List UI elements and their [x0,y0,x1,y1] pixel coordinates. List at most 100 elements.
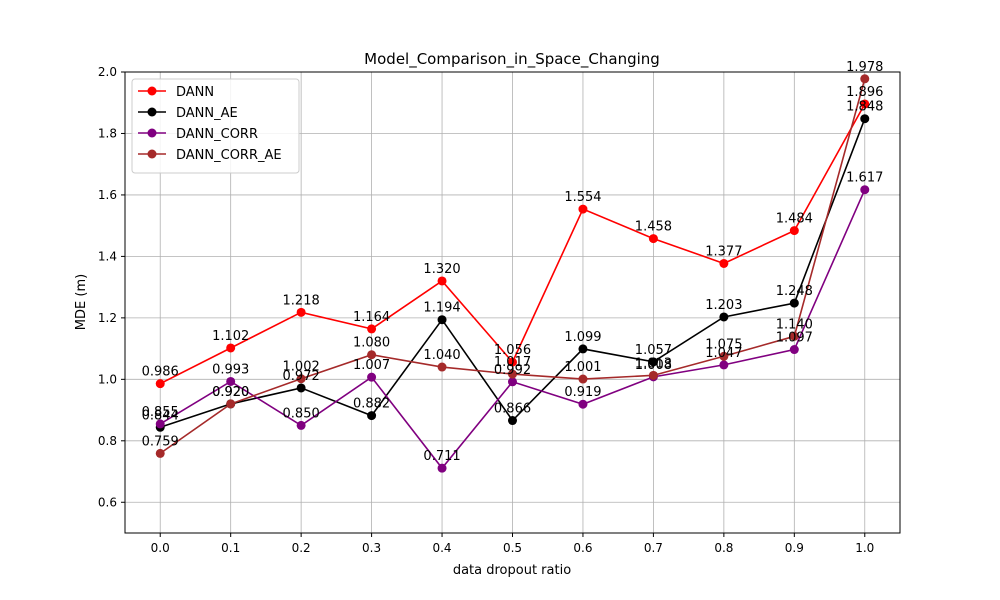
y-tick-label: 0.8 [98,434,117,448]
y-tick-label: 1.8 [98,126,117,140]
data-point [578,344,588,354]
data-label: 0.920 [212,385,249,400]
y-tick-label: 1.2 [98,311,117,325]
legend-label: DANN [176,85,214,100]
data-point [578,374,588,384]
x-tick-label: 0.0 [151,541,170,555]
data-label: 1.013 [635,356,672,371]
data-point [437,362,447,372]
data-label: 1.097 [776,331,813,346]
data-point [367,372,377,382]
data-point [719,312,729,322]
chart-title: Model_Comparison_in_Space_Changing [364,50,660,69]
data-point [578,399,588,409]
data-label: 1.617 [846,171,883,186]
y-axis-label: MDE (m) [74,274,89,330]
data-label: 0.711 [423,449,460,464]
data-label: 1.047 [705,346,742,361]
x-tick-label: 0.7 [644,541,663,555]
data-label: 1.248 [776,284,813,299]
x-tick-label: 0.4 [432,541,451,555]
y-tick-label: 0.6 [98,495,117,509]
x-tick-label: 0.6 [573,541,592,555]
data-label: 0.992 [494,363,531,378]
x-tick-label: 0.2 [292,541,311,555]
data-point [437,276,447,286]
y-tick-label: 1.6 [98,188,117,202]
data-point [508,357,517,367]
data-point [648,370,658,380]
data-point [296,420,306,430]
x-tick-label: 0.3 [362,541,381,555]
data-point [648,357,658,367]
data-point [437,463,447,473]
x-tick-label: 0.9 [785,541,804,555]
legend-marker [147,86,157,96]
legend-label: DANN_CORR_AE [176,148,282,163]
series-dann [155,99,870,389]
legend-marker [147,128,157,138]
legend-item: DANN [138,85,214,100]
data-label: 1.017 [494,355,531,370]
data-point [860,74,870,84]
data-label: 0.882 [353,397,390,412]
data-label: 0.844 [142,408,179,423]
data-label: 0.850 [283,406,320,421]
data-label: 1.001 [564,360,601,375]
data-point [226,399,236,409]
data-label: 0.972 [283,369,320,384]
data-label: 1.218 [283,293,320,308]
data-point [296,383,306,393]
data-point [226,343,236,353]
x-tick-label: 0.8 [714,541,733,555]
data-label: 1.057 [635,343,672,358]
legend-label: DANN_AE [176,106,238,121]
data-label: 1.008 [635,358,672,373]
data-point [508,377,517,387]
legend-item: DANN_CORR [138,127,258,142]
legend-item: DANN_AE [138,106,238,121]
data-point [367,411,377,421]
x-tick-label: 1.0 [855,541,874,555]
data-point [155,379,165,389]
data-label: 1.848 [846,100,883,115]
data-point [226,376,236,386]
legend-box [131,78,300,174]
data-point [155,419,165,429]
data-label: 1.164 [353,310,390,325]
data-label: 1.007 [353,358,390,373]
data-label: 1.203 [705,298,742,313]
legend: DANN DANN_AE DANN_CORR DANN_CORR_AE [131,78,300,174]
data-point [789,226,799,236]
data-label: 1.194 [423,301,460,316]
data-label: 1.056 [494,343,531,358]
data-point [719,351,729,361]
data-point [367,350,377,360]
data-point [155,448,165,458]
x-tick-label: 0.5 [503,541,522,555]
data-point [789,345,799,355]
data-label: 1.458 [635,220,672,235]
data-point [860,114,870,124]
series-layer [155,74,870,473]
data-point [508,416,517,426]
data-point [367,324,377,334]
data-point [648,234,658,244]
y-axis: 0.6 0.8 1.0 1.2 1.4 1.6 1.8 2.0 [98,65,125,509]
y-tick-label: 1.0 [98,372,117,386]
data-label: 1.040 [423,348,460,363]
data-label: 1.320 [423,262,460,277]
data-point [508,369,517,379]
data-label: 0.759 [142,434,179,449]
y-tick-label: 1.4 [98,249,117,263]
legend-marker [147,107,157,117]
data-label: 1.002 [283,360,320,375]
data-label: 0.866 [494,402,531,417]
x-tick-label: 0.1 [221,541,240,555]
series-dann-corr [155,185,870,473]
x-axis-label: data dropout ratio [453,563,571,578]
data-label: 1.099 [564,330,601,345]
data-point [296,307,306,317]
data-point [719,360,729,370]
data-point [578,204,588,214]
